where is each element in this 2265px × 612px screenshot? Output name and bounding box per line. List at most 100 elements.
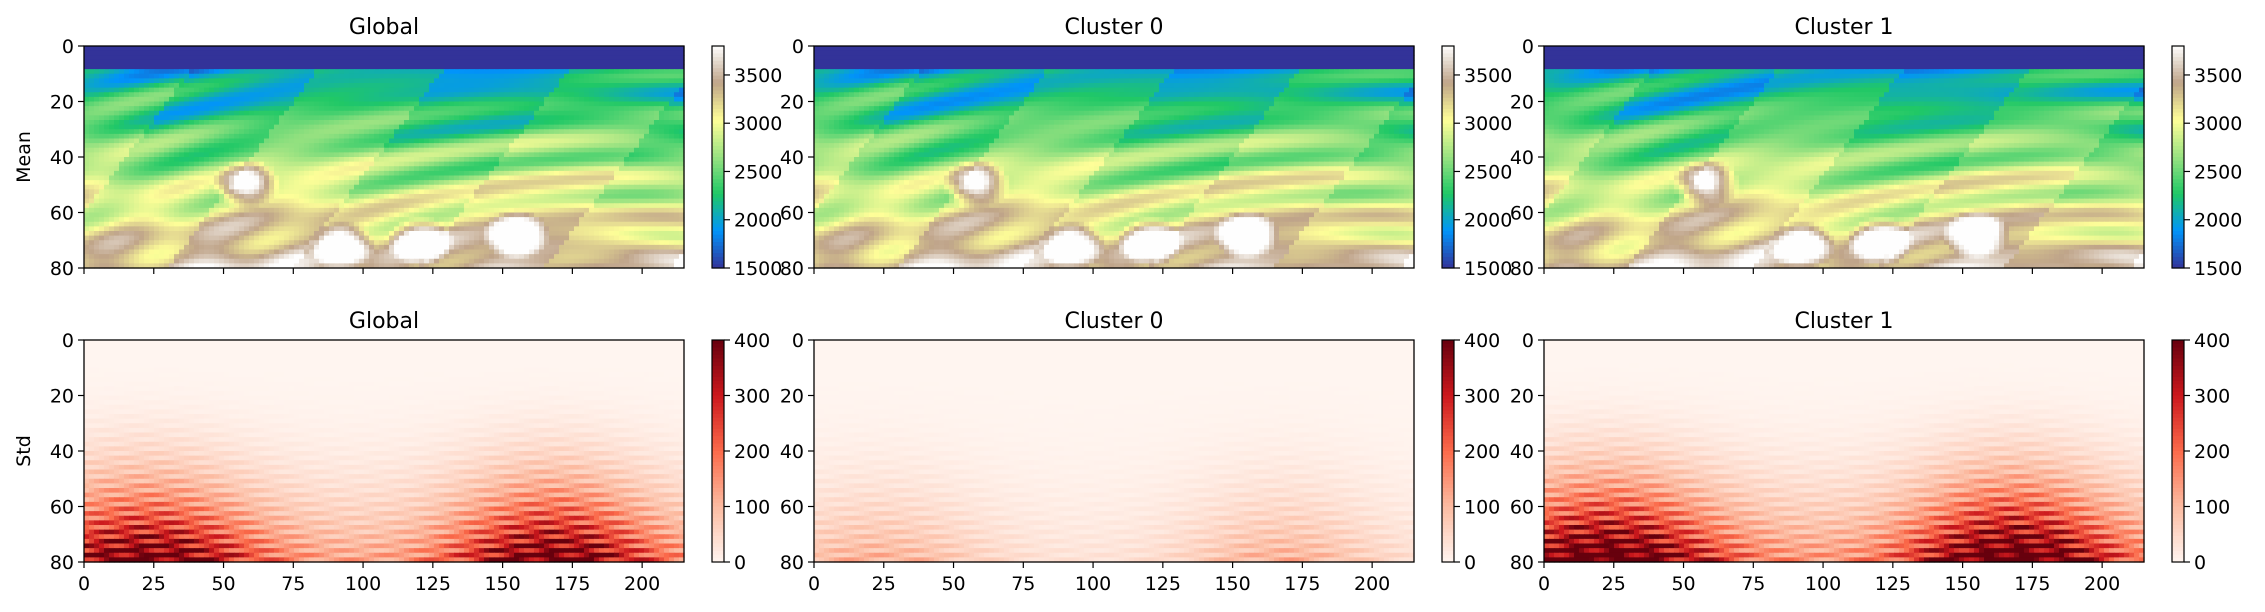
x-tick-label: 50: [1671, 573, 1695, 595]
y-tick-label: 80: [780, 258, 804, 280]
y-tick-label: 20: [780, 386, 804, 408]
y-tick-label: 60: [50, 497, 74, 519]
y-tick-label: 60: [780, 203, 804, 225]
x-tick-label: 175: [1284, 573, 1320, 595]
colorbar-tick-label: 2000: [734, 210, 782, 232]
colorbar-tick-label: 3500: [1464, 65, 1512, 87]
colorbar-tick-label: 1500: [1464, 258, 1512, 280]
heatmap-cells: [1544, 340, 2145, 563]
y-axis-label: Mean: [13, 131, 35, 183]
x-tick-label: 0: [78, 573, 90, 595]
y-tick-label: 40: [780, 441, 804, 463]
x-tick-label: 125: [1875, 573, 1911, 595]
x-tick-label: 75: [281, 573, 305, 595]
colorbar-tick-label: 2500: [1464, 161, 1512, 183]
x-tick-label: 75: [1741, 573, 1765, 595]
colorbar: 0 100 200 300 400: [711, 330, 770, 574]
x-tick-label: 25: [142, 573, 166, 595]
heatmap-cells: [814, 46, 1415, 269]
x-tick-label: 100: [345, 573, 381, 595]
colorbar-tick-label: 1500: [734, 258, 782, 280]
colorbar: 0 100 200 300 400: [2171, 330, 2230, 574]
colorbar-tick-label: 3500: [2194, 65, 2242, 87]
colorbar-tick-label: 0: [1464, 552, 1476, 574]
x-tick-label: 75: [1011, 573, 1035, 595]
panel-0-0: Global 0 20 40 60 80 Mean 1500 2000 2500 3000 3500: [13, 15, 782, 280]
colorbar-tick-label: 100: [734, 497, 770, 519]
y-tick-label: 0: [792, 36, 804, 58]
y-tick-label: 80: [780, 552, 804, 574]
x-tick-label: 0: [1538, 573, 1550, 595]
colorbar-tick-label: 300: [2194, 386, 2230, 408]
panel-title: Cluster 0: [1064, 15, 1163, 40]
y-tick-label: 60: [1510, 497, 1534, 519]
y-tick-label: 40: [1510, 147, 1534, 169]
colorbar-tick-label: 200: [2194, 441, 2230, 463]
x-tick-label: 200: [624, 573, 660, 595]
colorbar-tick-label: 2000: [2194, 210, 2242, 232]
y-tick-label: 40: [50, 147, 74, 169]
colorbar: 0 100 200 300 400: [1441, 330, 1500, 574]
panel-title: Global: [349, 15, 419, 40]
heatmap-cells: [84, 340, 685, 563]
panel-0-2: Cluster 1 0 20 40 60 80 1500 2000 2500 3000 3500: [1510, 15, 2243, 280]
colorbar-tick-label: 100: [1464, 497, 1500, 519]
colorbar-tick-label: 400: [734, 330, 770, 352]
colorbar-tick-label: 100: [2194, 497, 2230, 519]
colorbar-tick-label: 0: [734, 552, 746, 574]
x-tick-label: 175: [554, 573, 590, 595]
x-tick-label: 200: [1354, 573, 1390, 595]
panel-title: Global: [349, 309, 419, 334]
x-tick-label: 150: [484, 573, 520, 595]
x-tick-label: 125: [1145, 573, 1181, 595]
y-tick-label: 60: [780, 497, 804, 519]
colorbar-tick-label: 0: [2194, 552, 2206, 574]
y-tick-label: 60: [1510, 203, 1534, 225]
x-tick-label: 50: [211, 573, 235, 595]
panel-title: Cluster 0: [1064, 309, 1163, 334]
colorbar-tick-label: 2500: [2194, 161, 2242, 183]
colorbar-tick-label: 300: [734, 386, 770, 408]
heatmap-cells: [814, 340, 1415, 563]
y-tick-label: 0: [792, 330, 804, 352]
y-tick-label: 20: [1510, 386, 1534, 408]
heatmap-cells: [1544, 46, 2145, 269]
colorbar-tick-label: 200: [734, 441, 770, 463]
y-tick-label: 0: [1522, 330, 1534, 352]
y-tick-label: 0: [1522, 36, 1534, 58]
x-tick-label: 150: [1214, 573, 1250, 595]
colorbar-tick-label: 3000: [734, 113, 782, 135]
colorbar-tick-label: 3500: [734, 65, 782, 87]
y-tick-label: 60: [50, 203, 74, 225]
x-tick-label: 175: [2014, 573, 2050, 595]
panel-0-1: Cluster 0 0 20 40 60 80 1500 2000 2500 3000 3500: [780, 15, 1513, 280]
x-tick-label: 0: [808, 573, 820, 595]
x-tick-label: 25: [1602, 573, 1626, 595]
panel-title: Cluster 1: [1794, 15, 1893, 40]
heatmap-cells: [84, 46, 685, 269]
colorbar: 1500 2000 2500 3000 3500: [711, 45, 782, 280]
y-tick-label: 0: [62, 330, 74, 352]
y-tick-label: 40: [50, 441, 74, 463]
y-tick-label: 20: [780, 92, 804, 114]
y-tick-label: 40: [780, 147, 804, 169]
colorbar: 1500 2000 2500 3000 3500: [2171, 45, 2242, 280]
x-tick-label: 100: [1075, 573, 1111, 595]
y-tick-label: 80: [50, 258, 74, 280]
panel-title: Cluster 1: [1794, 309, 1893, 334]
colorbar-tick-label: 3000: [1464, 113, 1512, 135]
y-axis-label: Std: [13, 435, 35, 467]
y-tick-label: 0: [62, 36, 74, 58]
colorbar-tick-label: 200: [1464, 441, 1500, 463]
y-tick-label: 80: [1510, 552, 1534, 574]
x-tick-label: 25: [872, 573, 896, 595]
x-tick-label: 50: [941, 573, 965, 595]
x-tick-label: 100: [1805, 573, 1841, 595]
y-tick-label: 80: [1510, 258, 1534, 280]
colorbar-tick-label: 2500: [734, 161, 782, 183]
colorbar-tick-label: 400: [1464, 330, 1500, 352]
y-tick-label: 80: [50, 552, 74, 574]
